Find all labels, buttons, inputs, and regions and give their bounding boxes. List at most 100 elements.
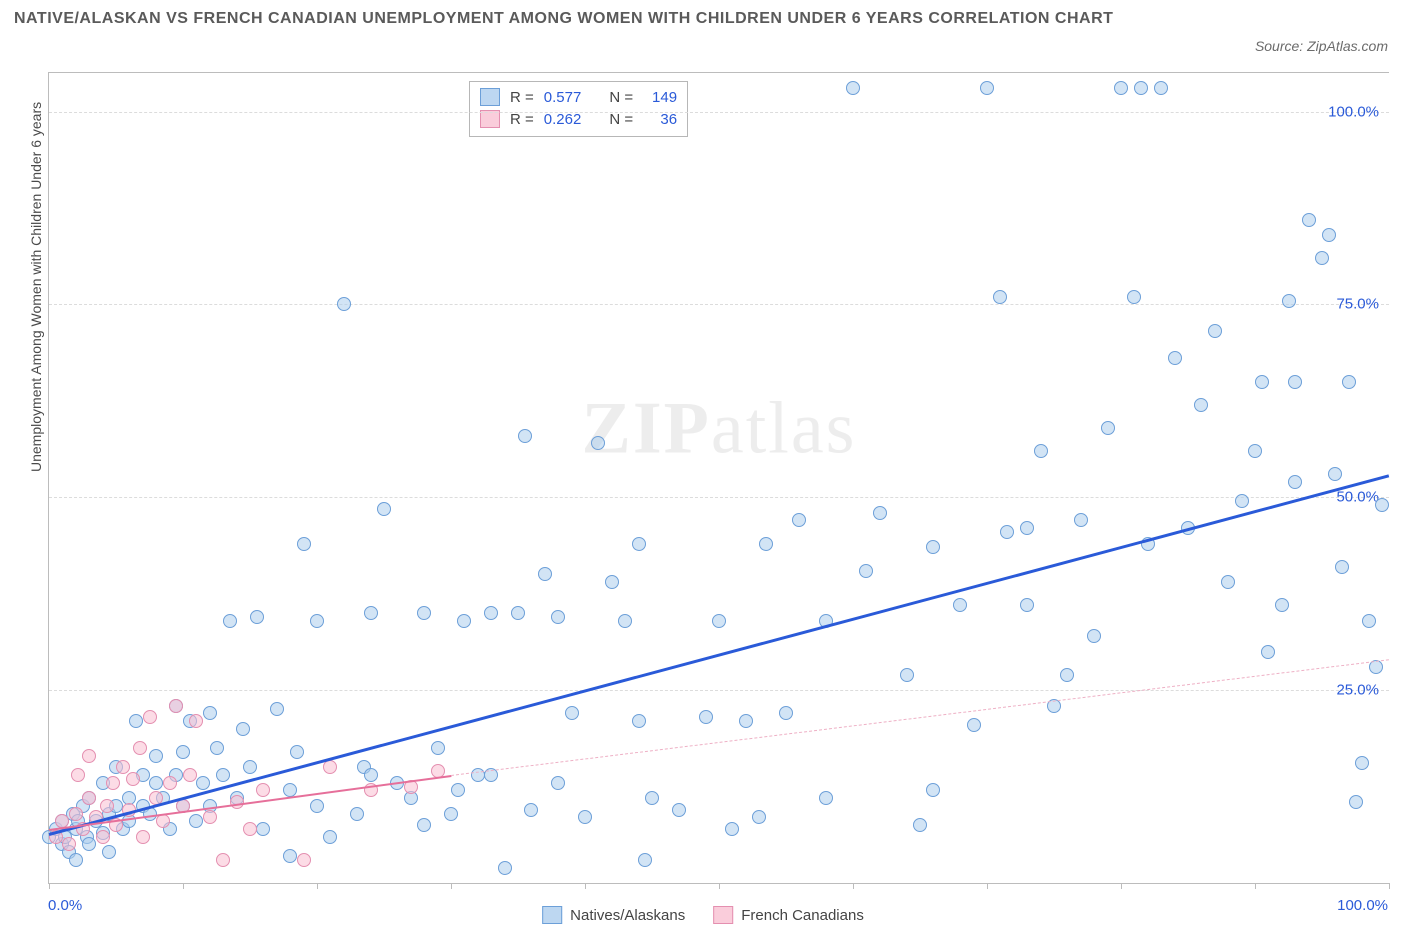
data-point	[196, 776, 210, 790]
data-point	[1349, 795, 1363, 809]
data-point	[133, 741, 147, 755]
data-point	[859, 564, 873, 578]
source-attribution: Source: ZipAtlas.com	[1255, 38, 1388, 54]
data-point	[524, 803, 538, 817]
data-point	[1342, 375, 1356, 389]
data-point	[323, 760, 337, 774]
data-point	[926, 540, 940, 554]
data-point	[126, 772, 140, 786]
data-point	[203, 810, 217, 824]
data-point	[591, 436, 605, 450]
data-point	[1275, 598, 1289, 612]
legend-item-blue: Natives/Alaskans	[542, 906, 685, 924]
x-tick	[987, 883, 988, 889]
data-point	[149, 776, 163, 790]
data-point	[310, 614, 324, 628]
data-point	[1000, 525, 1014, 539]
x-tick	[853, 883, 854, 889]
data-point	[518, 429, 532, 443]
data-point	[100, 799, 114, 813]
gridline	[49, 497, 1389, 498]
data-point	[364, 606, 378, 620]
data-point	[752, 810, 766, 824]
data-point	[106, 776, 120, 790]
data-point	[538, 567, 552, 581]
data-point	[82, 749, 96, 763]
data-point	[1134, 81, 1148, 95]
data-point	[102, 845, 116, 859]
data-point	[1020, 598, 1034, 612]
y-tick-label: 25.0%	[1336, 682, 1379, 699]
data-point	[136, 830, 150, 844]
data-point	[712, 614, 726, 628]
swatch-pink-icon	[713, 906, 733, 924]
data-point	[1020, 521, 1034, 535]
data-point	[1302, 213, 1316, 227]
data-point	[431, 741, 445, 755]
data-point	[377, 502, 391, 516]
data-point	[967, 718, 981, 732]
data-point	[913, 818, 927, 832]
data-point	[759, 537, 773, 551]
x-axis-min-label: 0.0%	[48, 897, 82, 914]
data-point	[792, 513, 806, 527]
trend-line	[49, 474, 1390, 836]
data-point	[451, 783, 465, 797]
data-point	[618, 614, 632, 628]
data-point	[1235, 494, 1249, 508]
data-point	[1114, 81, 1128, 95]
data-point	[819, 791, 833, 805]
data-point	[551, 610, 565, 624]
data-point	[189, 714, 203, 728]
data-point	[725, 822, 739, 836]
x-tick	[451, 883, 452, 889]
data-point	[297, 853, 311, 867]
x-tick	[183, 883, 184, 889]
x-axis-max-label: 100.0%	[1337, 897, 1388, 914]
x-tick	[1389, 883, 1390, 889]
data-point	[645, 791, 659, 805]
data-point	[270, 702, 284, 716]
data-point	[1315, 251, 1329, 265]
data-point	[1261, 645, 1275, 659]
data-point	[417, 606, 431, 620]
data-point	[779, 706, 793, 720]
data-point	[1154, 81, 1168, 95]
data-point	[203, 706, 217, 720]
data-point	[632, 537, 646, 551]
data-point	[230, 795, 244, 809]
data-point	[189, 814, 203, 828]
data-point	[69, 853, 83, 867]
data-point	[256, 822, 270, 836]
series-legend: Natives/Alaskans French Canadians	[542, 906, 864, 924]
data-point	[1255, 375, 1269, 389]
data-point	[1248, 444, 1262, 458]
data-point	[1282, 294, 1296, 308]
data-point	[337, 297, 351, 311]
legend-item-pink: French Canadians	[713, 906, 864, 924]
data-point	[216, 768, 230, 782]
data-point	[1127, 290, 1141, 304]
data-point	[1322, 228, 1336, 242]
x-tick	[719, 883, 720, 889]
data-point	[290, 745, 304, 759]
data-point	[143, 710, 157, 724]
data-point	[1335, 560, 1349, 574]
data-point	[256, 783, 270, 797]
data-point	[511, 606, 525, 620]
data-point	[1288, 375, 1302, 389]
data-point	[1355, 756, 1369, 770]
x-tick	[317, 883, 318, 889]
data-point	[297, 537, 311, 551]
stats-row-blue: R = 0.577 N = 149	[480, 86, 677, 108]
data-point	[250, 610, 264, 624]
data-point	[980, 81, 994, 95]
data-point	[243, 822, 257, 836]
data-point	[1362, 614, 1376, 628]
data-point	[1168, 351, 1182, 365]
data-point	[71, 768, 85, 782]
data-point	[638, 853, 652, 867]
data-point	[672, 803, 686, 817]
y-axis-label: Unemployment Among Women with Children U…	[28, 102, 44, 472]
data-point	[993, 290, 1007, 304]
